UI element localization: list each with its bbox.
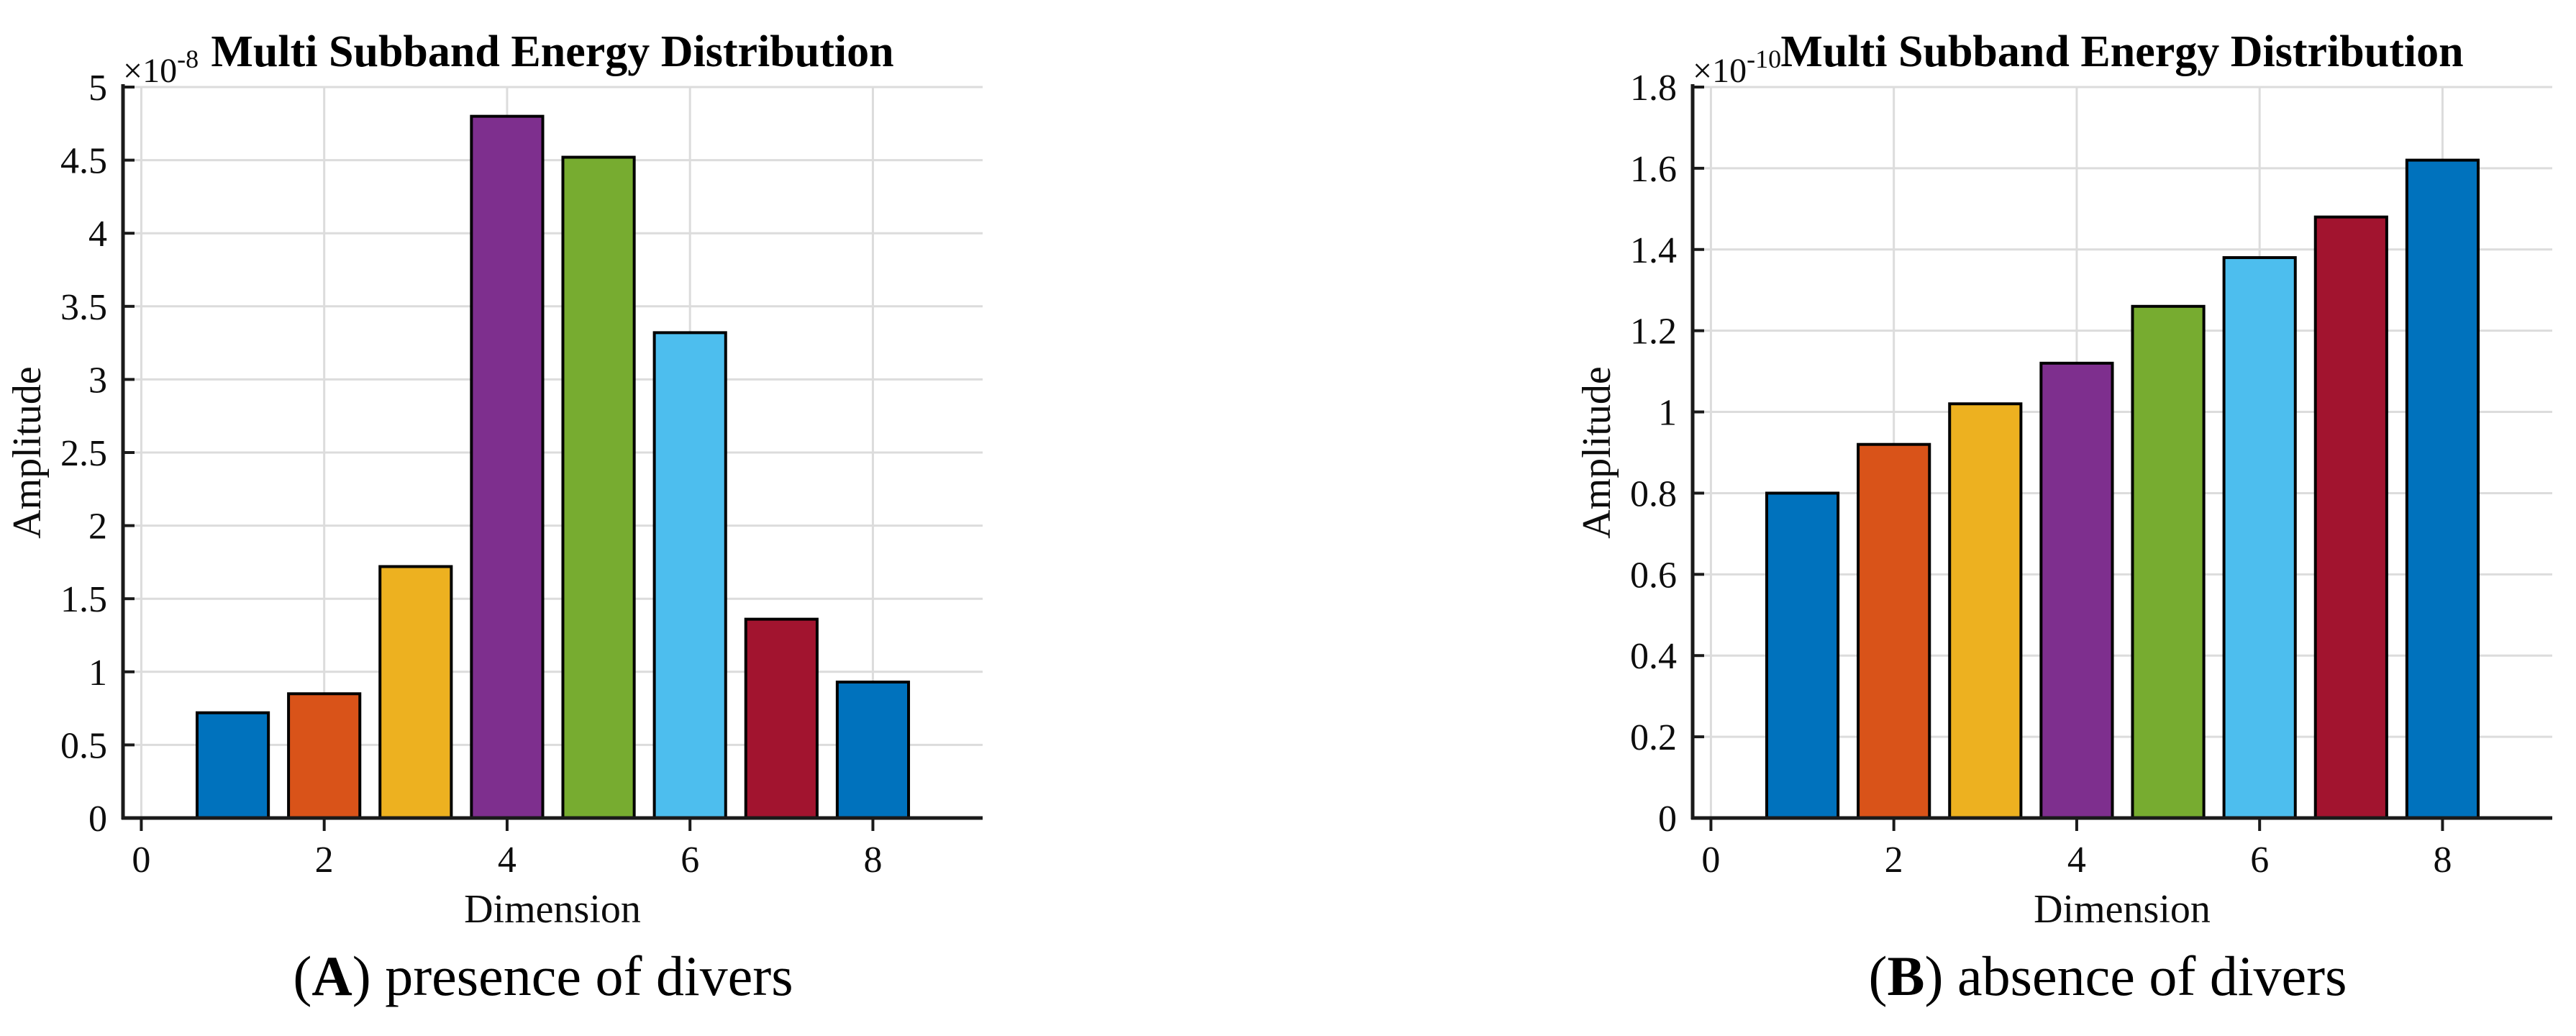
x-tick-label: 4 — [498, 840, 516, 881]
chart-title: Multi Subband Energy Distribution — [211, 27, 893, 76]
bar-dimension-6 — [652, 331, 727, 820]
caption-paren-close: ) — [1924, 945, 1958, 1007]
bar-dimension-1 — [195, 711, 270, 819]
y-tick-label: 1 — [1658, 393, 1677, 434]
caption-text: absence of divers — [1957, 945, 2347, 1007]
y-tick-label: 3 — [88, 360, 107, 401]
y-tick-label: 0 — [1658, 799, 1677, 840]
caption-paren-close: ) — [352, 945, 386, 1007]
y-tick-label: 3.5 — [60, 287, 107, 328]
x-tick-label: 6 — [2250, 840, 2269, 881]
caption-text: presence of divers — [385, 945, 793, 1007]
caption-paren-open: ( — [293, 945, 312, 1007]
bar-dimension-7 — [744, 617, 819, 819]
bar-dimension-4 — [2039, 361, 2114, 820]
bar-dimension-8 — [835, 681, 911, 819]
y-axis-exponent: ×10-10 — [1693, 45, 1781, 90]
chart-title: Multi Subband Energy Distribution — [1780, 27, 2463, 76]
bar-dimension-2 — [1857, 442, 1931, 819]
y-tick-label: 4.5 — [60, 141, 107, 182]
y-tick-label: 1.4 — [1630, 230, 1677, 271]
caption-panel-a: (A) presence of divers — [293, 948, 793, 1004]
x-tick-label: 6 — [681, 840, 699, 881]
x-axis-label: Dimension — [464, 887, 641, 932]
y-tick-label: 1.6 — [1630, 149, 1677, 190]
y-tick-label: 0.4 — [1630, 636, 1677, 677]
caption-label-b: B — [1887, 945, 1925, 1007]
y-tick-label: 2.5 — [60, 433, 107, 474]
x-axis-label: Dimension — [2034, 887, 2211, 932]
x-tick-label: 2 — [1885, 840, 1903, 881]
y-axis-label: Amplitude — [5, 366, 50, 539]
bar-dimension-4 — [470, 114, 545, 819]
bar-dimension-2 — [287, 692, 362, 820]
x-tick-label: 0 — [1701, 840, 1720, 881]
y-tick-label: 2 — [88, 506, 107, 547]
x-tick-label: 2 — [315, 840, 334, 881]
bar-dimension-6 — [2222, 256, 2297, 820]
y-axis-exponent: ×10-8 — [123, 45, 199, 90]
y-tick-label: 1 — [88, 653, 107, 694]
bar-dimension-3 — [378, 565, 453, 819]
y-tick-label: 4 — [88, 214, 107, 255]
y-tick-label: 1.8 — [1630, 68, 1677, 109]
caption-panel-b: (B) absence of divers — [1869, 948, 2347, 1004]
x-tick-label: 8 — [2433, 840, 2452, 881]
bar-dimension-8 — [2405, 158, 2480, 820]
y-axis-label: Amplitude — [1575, 366, 1619, 539]
caption-label-a: A — [311, 945, 352, 1007]
bar-dimension-1 — [1765, 491, 1840, 819]
y-tick-label: 0 — [88, 799, 107, 840]
bar-dimension-7 — [2313, 215, 2388, 820]
x-tick-label: 8 — [863, 840, 882, 881]
y-tick-label: 1.5 — [60, 579, 107, 620]
y-tick-label: 0.6 — [1630, 555, 1677, 596]
bar-dimension-5 — [2131, 304, 2206, 819]
caption-paren-open: ( — [1868, 945, 1888, 1007]
y-tick-label: 5 — [88, 68, 107, 109]
y-tick-label: 0.5 — [60, 725, 107, 766]
x-tick-label: 0 — [132, 840, 150, 881]
x-tick-label: 4 — [2067, 840, 2086, 881]
bar-dimension-5 — [561, 155, 636, 819]
y-tick-label: 0.2 — [1630, 717, 1677, 758]
bar-dimension-3 — [1948, 402, 2023, 819]
y-tick-label: 1.2 — [1630, 312, 1677, 353]
y-tick-label: 0.8 — [1630, 473, 1677, 514]
